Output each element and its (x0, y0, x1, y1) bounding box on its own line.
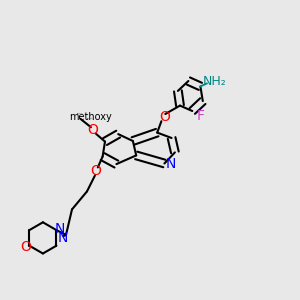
Text: O: O (160, 110, 170, 124)
Text: O: O (91, 164, 101, 178)
Text: methoxy: methoxy (87, 118, 93, 119)
Text: N: N (166, 158, 176, 171)
Text: N: N (54, 222, 64, 236)
Text: F: F (197, 110, 205, 123)
Text: methoxy: methoxy (77, 113, 83, 114)
Text: methoxy: methoxy (79, 116, 85, 117)
Text: O: O (20, 240, 31, 254)
Text: O: O (88, 123, 98, 137)
Text: methoxy: methoxy (69, 112, 112, 122)
Text: NH₂: NH₂ (203, 75, 227, 88)
Text: N: N (57, 231, 68, 245)
